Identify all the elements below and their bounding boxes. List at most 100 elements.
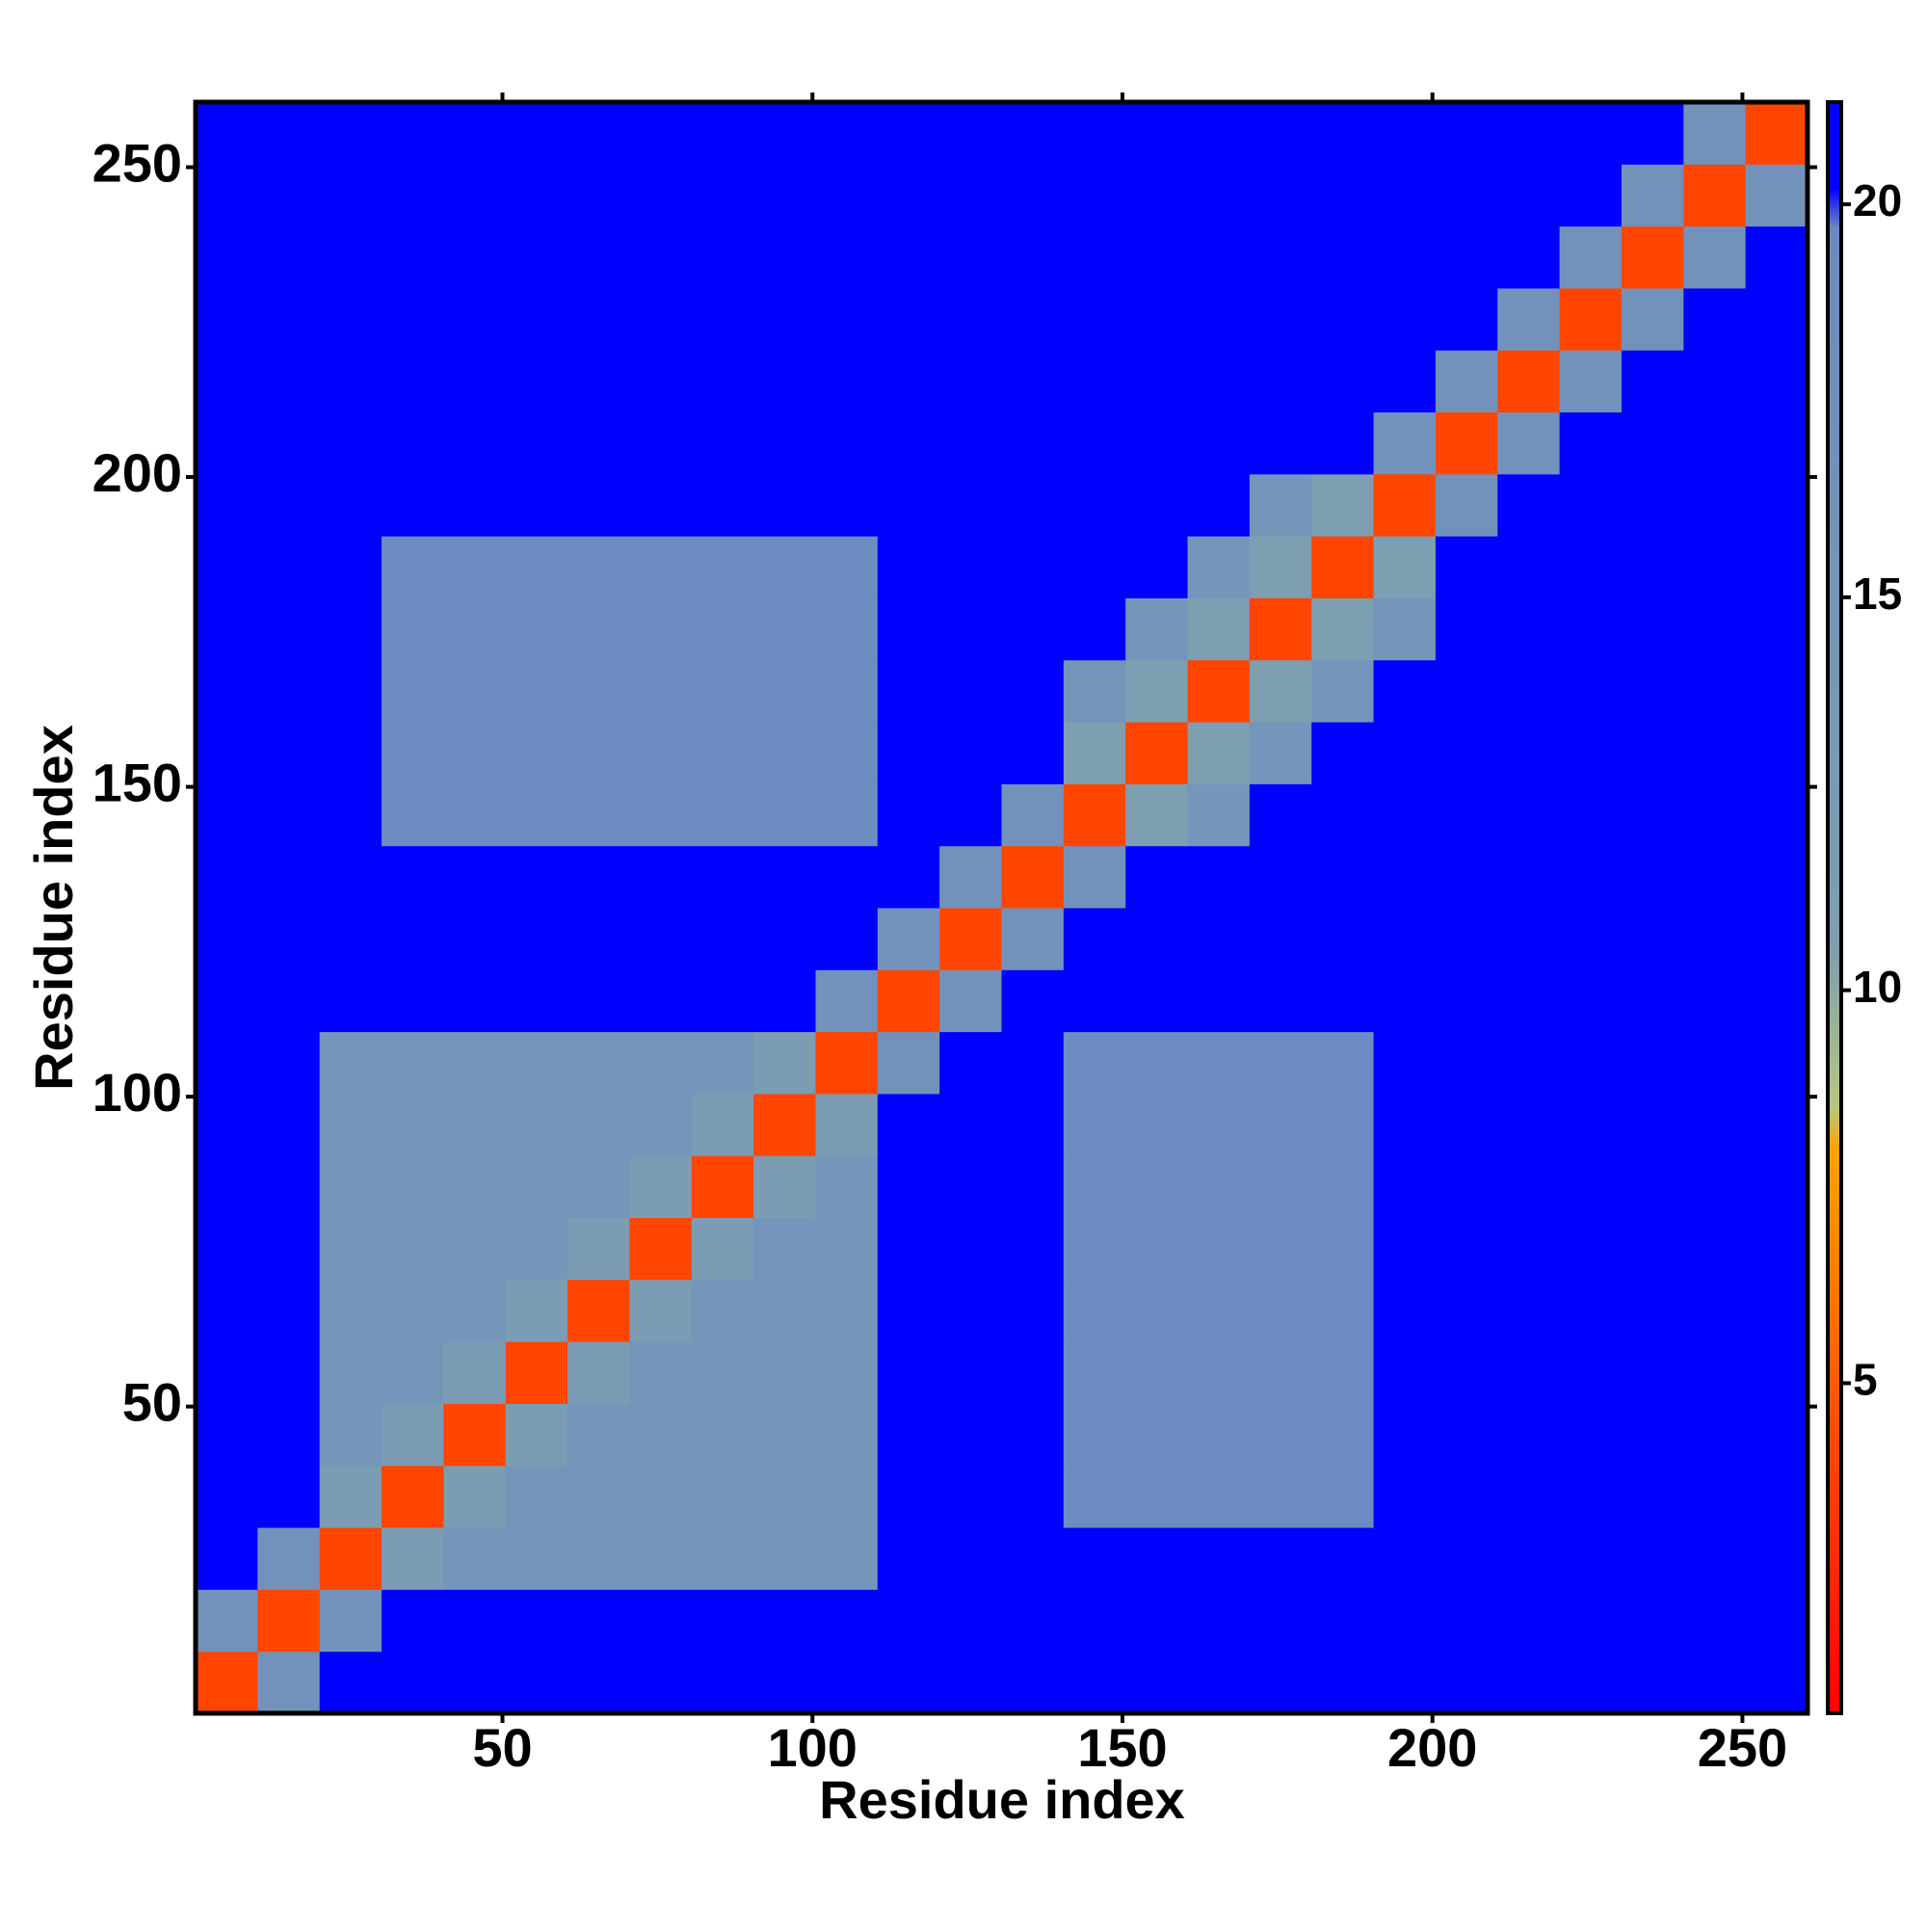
- heatmap-cell: [1559, 1341, 1623, 1404]
- heatmap-cell: [1683, 1217, 1747, 1281]
- y-tick-label: 200: [92, 442, 182, 503]
- x-tick-label: 200: [1387, 1717, 1477, 1778]
- heatmap-cell: [877, 783, 940, 847]
- heatmap-cell: [568, 1279, 630, 1342]
- heatmap-cell: [939, 102, 1002, 165]
- heatmap-cell: [1497, 1403, 1561, 1467]
- heatmap-cell: [257, 1155, 321, 1219]
- heatmap-cell: [1745, 597, 1808, 661]
- heatmap-cell: [1373, 473, 1437, 537]
- heatmap-cell: [629, 536, 693, 598]
- heatmap-cell: [319, 908, 383, 970]
- x-tick-label: 250: [1698, 1717, 1787, 1778]
- heatmap-cell: [196, 102, 258, 165]
- heatmap-cell: [443, 164, 507, 227]
- heatmap-cell: [1435, 473, 1498, 537]
- heatmap-cell: [1125, 536, 1189, 598]
- heatmap-cell: [1745, 783, 1808, 847]
- heatmap-cell: [691, 1589, 754, 1653]
- heatmap-cell: [505, 969, 568, 1033]
- heatmap-cell: [1063, 1651, 1126, 1714]
- heatmap-cell: [939, 1651, 1002, 1714]
- heatmap-cell: [1125, 350, 1189, 413]
- heatmap-cell: [1187, 1527, 1251, 1590]
- heatmap-cell: [1063, 845, 1126, 909]
- heatmap-cell: [815, 722, 879, 784]
- heatmap-cell: [629, 102, 693, 165]
- heatmap-cell: [815, 164, 879, 227]
- heatmap-cell: [319, 225, 383, 289]
- heatmap-cell: [568, 722, 630, 784]
- heatmap-cell: [877, 597, 940, 661]
- heatmap-cell: [443, 287, 507, 351]
- heatmap-cell: [1559, 536, 1623, 598]
- heatmap-cell: [1125, 908, 1189, 970]
- heatmap-cell: [1063, 1093, 1126, 1156]
- heatmap-cell: [1683, 659, 1747, 723]
- heatmap-cell: [815, 287, 879, 351]
- heatmap-cell: [196, 287, 258, 351]
- heatmap-cell: [1621, 597, 1684, 661]
- heatmap-cell: [1001, 1403, 1065, 1467]
- heatmap-cell: [1249, 411, 1312, 475]
- heatmap-cell: [629, 1465, 693, 1528]
- heatmap-cell: [196, 845, 258, 909]
- heatmap-cell: [629, 722, 693, 784]
- heatmap-cell: [568, 845, 630, 909]
- heatmap-cell: [1435, 1527, 1498, 1590]
- heatmap-cell: [382, 1155, 444, 1219]
- x-tick-label: 150: [1077, 1717, 1167, 1778]
- heatmap-cell: [1745, 164, 1808, 227]
- heatmap-cell: [1063, 1031, 1126, 1095]
- heatmap-cell: [1683, 350, 1747, 413]
- heatmap-cell: [505, 1031, 568, 1095]
- heatmap-cell: [691, 1527, 754, 1590]
- heatmap-cell: [1249, 225, 1312, 289]
- heatmap-cell: [1745, 1651, 1808, 1714]
- heatmap-cell: [1497, 225, 1561, 289]
- heatmap-cell: [1621, 1031, 1684, 1095]
- heatmap-cell: [1063, 102, 1126, 165]
- x-axis-label: Residue index: [819, 1769, 1185, 1830]
- heatmap-cell: [1063, 536, 1126, 598]
- heatmap-cell: [443, 411, 507, 475]
- heatmap-cell: [1373, 845, 1437, 909]
- heatmap-cell: [753, 287, 816, 351]
- heatmap-cell: [939, 287, 1002, 351]
- heatmap-cell: [382, 845, 444, 909]
- heatmap-cell: [1373, 1155, 1437, 1219]
- heatmap-cell: [257, 102, 321, 165]
- heatmap-cell: [1559, 164, 1623, 227]
- heatmap-cell: [877, 1527, 940, 1590]
- heatmap-cell: [815, 1031, 879, 1095]
- heatmap-cell: [257, 164, 321, 227]
- heatmap-cell: [1373, 1651, 1437, 1714]
- heatmap-cell: [257, 597, 321, 661]
- heatmap-cell: [568, 1341, 630, 1404]
- heatmap-cell: [382, 287, 444, 351]
- heatmap-cell: [1001, 1031, 1065, 1095]
- heatmap-cell: [505, 722, 568, 784]
- heatmap-cell: [1621, 1217, 1684, 1281]
- heatmap-cell: [939, 1031, 1002, 1095]
- heatmap-cell: [691, 1093, 754, 1156]
- heatmap-cell: [196, 1651, 258, 1714]
- heatmap-cell: [1063, 473, 1126, 537]
- heatmap-cell: [691, 350, 754, 413]
- heatmap-cell: [1497, 287, 1561, 351]
- heatmap-cell: [1745, 350, 1808, 413]
- heatmap-cell: [1249, 473, 1312, 537]
- heatmap-cell: [1063, 1527, 1126, 1590]
- heatmap-cell: [1621, 722, 1684, 784]
- heatmap-cell: [939, 1093, 1002, 1156]
- heatmap-cell: [443, 597, 507, 661]
- heatmap-cell: [443, 908, 507, 970]
- heatmap-cell: [382, 350, 444, 413]
- heatmap-cell: [1435, 908, 1498, 970]
- heatmap-cell: [319, 164, 383, 227]
- y-tick-label: 250: [92, 132, 182, 193]
- heatmap-cell: [1373, 164, 1437, 227]
- heatmap-cell: [939, 411, 1002, 475]
- heatmap-cell: [939, 350, 1002, 413]
- heatmap-cell: [196, 722, 258, 784]
